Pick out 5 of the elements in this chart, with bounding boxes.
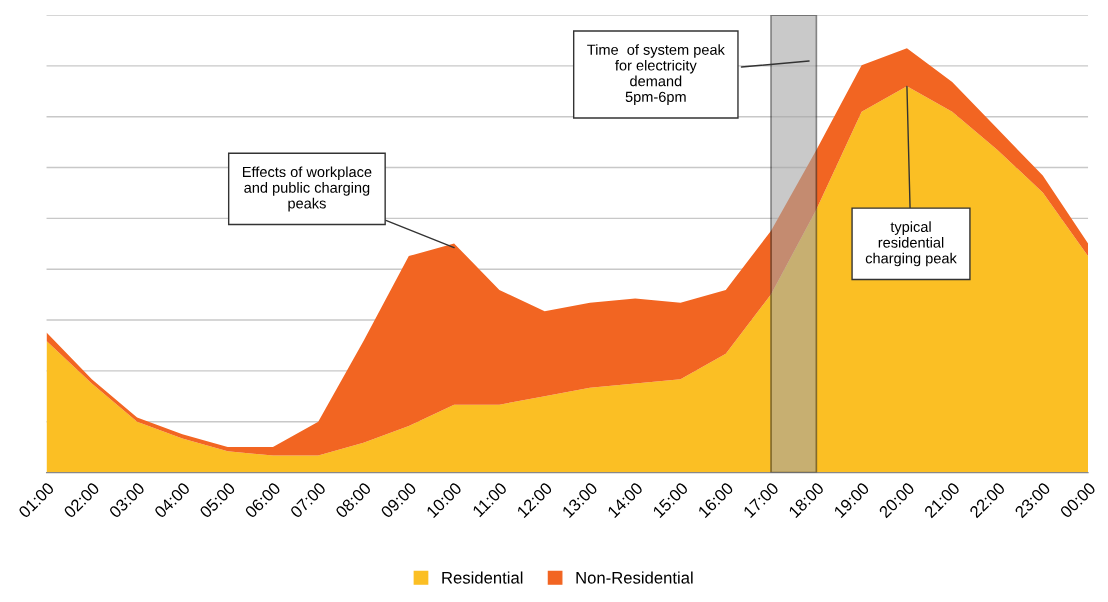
legend-label: Non-Residential — [576, 571, 693, 584]
annotation: Effects of workplace and public charging peaks — [243, 166, 372, 212]
annotation: typical residential charging peak — [865, 221, 957, 267]
legend-label: Residential — [442, 571, 523, 584]
band-label: Time of system peak for electricity demand 5pm-6pm — [587, 44, 725, 105]
